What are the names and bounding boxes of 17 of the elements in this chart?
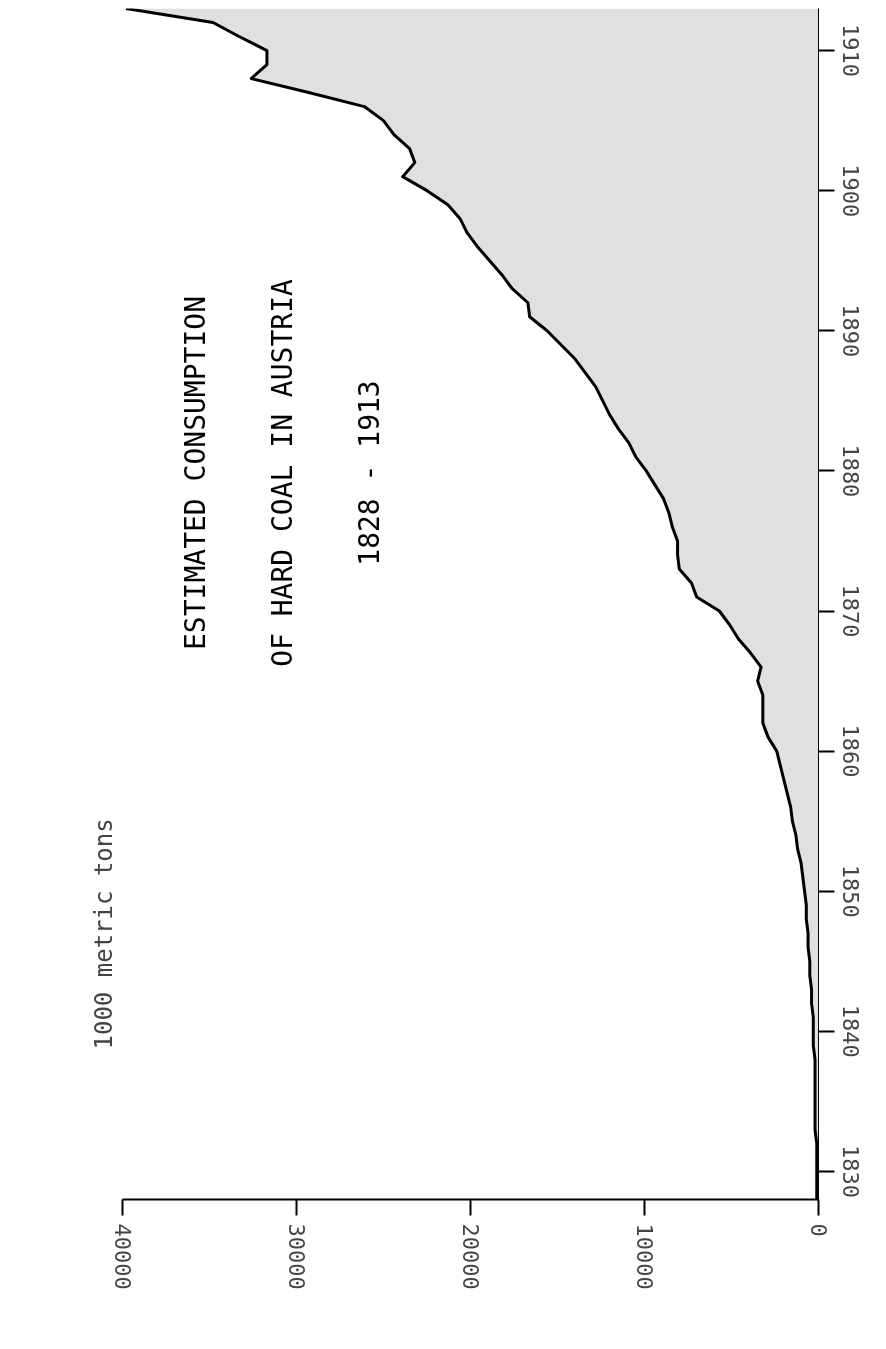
y-tick-label: 1830 [837, 1144, 863, 1198]
y-tick-label: 1870 [837, 584, 863, 638]
x-tick-label: 40000 [109, 1223, 135, 1290]
x-tick-label: 20000 [457, 1223, 483, 1290]
text: 1828 - 1913 [353, 380, 387, 566]
x-tick-label: 0 [805, 1223, 831, 1237]
y-tick-label: 1900 [837, 164, 863, 218]
text: 1000 metric tons [89, 818, 118, 1050]
y-tick-label: 1840 [837, 1004, 863, 1058]
y-tick-label: 1890 [837, 304, 863, 358]
y-tick-label: 1880 [837, 444, 863, 498]
y-tick-label: 1860 [837, 724, 863, 778]
x-tick-label: 10000 [631, 1223, 657, 1290]
chart-title: ESTIMATED CONSUMPTION OF HARD COAL IN AUSTRIA [179, 279, 300, 667]
y-tick-label: 1910 [837, 24, 863, 78]
x-tick-label: 30000 [283, 1223, 309, 1290]
y-tick-label: 1850 [837, 864, 863, 918]
